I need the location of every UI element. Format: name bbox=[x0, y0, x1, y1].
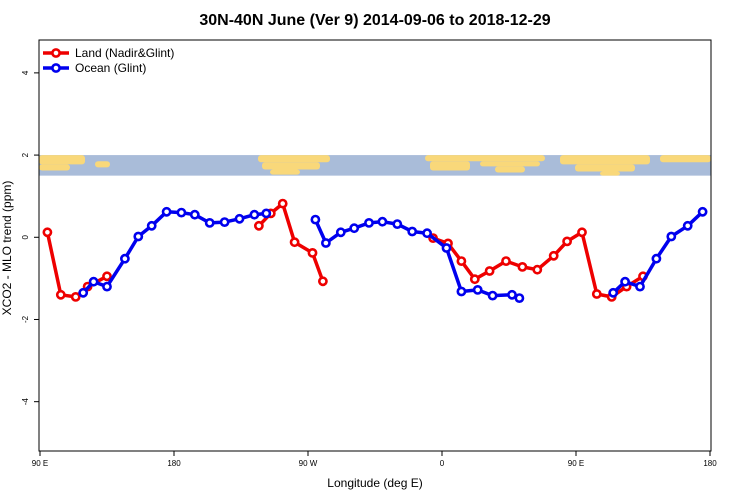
map-land-12 bbox=[600, 171, 620, 176]
x-axis-label: Longitude (deg E) bbox=[327, 476, 422, 490]
series-0-point-2-5 bbox=[501, 256, 511, 266]
map-land-2 bbox=[95, 161, 110, 168]
series-1-point-0-10 bbox=[219, 217, 230, 227]
series-1-point-0-8 bbox=[189, 209, 200, 220]
series-1 bbox=[78, 206, 708, 303]
series-0-point-2-4 bbox=[484, 266, 495, 276]
series-0-point-2-8 bbox=[548, 250, 559, 261]
series-1-point-1-2 bbox=[335, 227, 346, 238]
series-1-point-0-0 bbox=[78, 287, 89, 298]
series-0-point-1-0 bbox=[253, 220, 264, 231]
x-tick-label-0: 90 E bbox=[32, 459, 48, 468]
series-1-point-0-5 bbox=[146, 220, 157, 231]
series-1-point-2-4 bbox=[666, 231, 677, 242]
x-tick-label-2: 90 W bbox=[299, 459, 318, 468]
series-1-point-2-6 bbox=[697, 206, 708, 217]
series-1-point-0-13 bbox=[261, 208, 272, 219]
series-0-point-1-3 bbox=[289, 237, 300, 248]
series-0-point-1-4 bbox=[307, 247, 318, 258]
series-1-point-1-5 bbox=[377, 216, 388, 227]
series-1-point-0-2 bbox=[102, 281, 112, 292]
map-land-13 bbox=[660, 155, 711, 163]
series-1-point-0-11 bbox=[234, 213, 245, 224]
map-land-6 bbox=[425, 155, 545, 162]
world-map-strip bbox=[39, 155, 711, 176]
map-land-7 bbox=[430, 161, 470, 171]
series-1-point-2-5 bbox=[682, 220, 693, 231]
series-0-point-0-2 bbox=[70, 291, 81, 302]
map-land-9 bbox=[495, 166, 525, 173]
series-1-point-1-12 bbox=[487, 290, 498, 301]
series-layer bbox=[42, 198, 708, 303]
x-axis: 90 E 180 90 W 0 90 E 180 bbox=[32, 451, 717, 468]
legend-label-0: Land (Nadir&Glint) bbox=[75, 46, 174, 60]
legend-label-1: Ocean (Glint) bbox=[75, 61, 146, 75]
x-tick-label-4: 90 E bbox=[568, 459, 584, 468]
series-1-point-1-1 bbox=[320, 238, 331, 248]
series-1-point-0-1 bbox=[88, 276, 99, 287]
series-1-point-2-3 bbox=[651, 253, 662, 264]
map-land-0 bbox=[39, 155, 85, 165]
series-1-point-1-6 bbox=[392, 219, 403, 229]
x-tick-label-3: 0 bbox=[440, 459, 445, 468]
series-1-point-2-0 bbox=[608, 287, 619, 298]
map-land-3 bbox=[258, 155, 330, 163]
series-1-point-1-8 bbox=[422, 228, 432, 239]
series-1-point-1-9 bbox=[441, 243, 452, 253]
chart-title: 30N-40N June (Ver 9) 2014-09-06 to 2018-… bbox=[199, 12, 550, 29]
map-land-11 bbox=[575, 164, 635, 172]
series-1-point-0-12 bbox=[249, 209, 260, 220]
series-0-point-2-9 bbox=[562, 236, 572, 247]
series-1-point-0-6 bbox=[161, 206, 172, 217]
series-0-point-2-10 bbox=[577, 227, 587, 238]
x-tick-label-1: 180 bbox=[167, 459, 181, 468]
series-1-point-1-10 bbox=[456, 286, 467, 297]
y-tick-label-0: -4 bbox=[21, 398, 30, 406]
series-1-point-1-3 bbox=[349, 223, 360, 234]
series-0-point-0-4 bbox=[102, 271, 112, 282]
legend-marker-0 bbox=[51, 48, 61, 58]
series-1-point-1-4 bbox=[364, 217, 374, 228]
series-1-point-1-13 bbox=[507, 289, 517, 300]
y-tick-label-1: -2 bbox=[21, 315, 30, 323]
series-0-point-1-2 bbox=[277, 198, 288, 209]
series-0-point-1-5 bbox=[317, 276, 328, 287]
series-1-point-0-7 bbox=[176, 207, 187, 218]
series-1-point-2-2 bbox=[635, 281, 645, 292]
y-tick-label-4: 4 bbox=[21, 70, 30, 75]
y-axis-label: XCO2 - MLO trend (ppm) bbox=[0, 181, 14, 316]
plot-area-frame bbox=[38, 39, 712, 452]
map-land-5 bbox=[270, 169, 300, 175]
series-1-point-0-3 bbox=[120, 253, 130, 264]
series-1-point-1-11 bbox=[472, 284, 483, 295]
legend: Land (Nadir&Glint)Ocean (Glint) bbox=[43, 46, 174, 75]
series-1-point-0-9 bbox=[204, 217, 215, 228]
series-0-point-2-6 bbox=[517, 261, 528, 272]
y-tick-label-3: 2 bbox=[21, 152, 30, 157]
y-axis: -4 -2 0 2 4 bbox=[21, 70, 39, 405]
legend-marker-1 bbox=[51, 63, 61, 73]
series-0-point-2-2 bbox=[456, 256, 467, 266]
map-land-10 bbox=[560, 155, 650, 165]
map-land-4 bbox=[262, 162, 320, 170]
series-1-point-1-14 bbox=[514, 293, 525, 303]
series-0-point-0-1 bbox=[55, 289, 66, 300]
series-1-point-2-1 bbox=[620, 276, 630, 287]
series-1-point-1-7 bbox=[407, 226, 418, 237]
y-tick-label-2: 0 bbox=[21, 235, 30, 240]
series-1-point-1-0 bbox=[310, 214, 321, 225]
map-land-8 bbox=[480, 161, 540, 167]
series-0-point-2-7 bbox=[532, 264, 543, 275]
map-land-1 bbox=[39, 164, 70, 171]
series-1-point-0-4 bbox=[133, 231, 144, 242]
x-tick-label-5: 180 bbox=[703, 459, 717, 468]
series-0-point-2-11 bbox=[591, 289, 602, 299]
series-0-point-0-0 bbox=[42, 227, 53, 238]
series-0-point-2-3 bbox=[469, 274, 480, 285]
